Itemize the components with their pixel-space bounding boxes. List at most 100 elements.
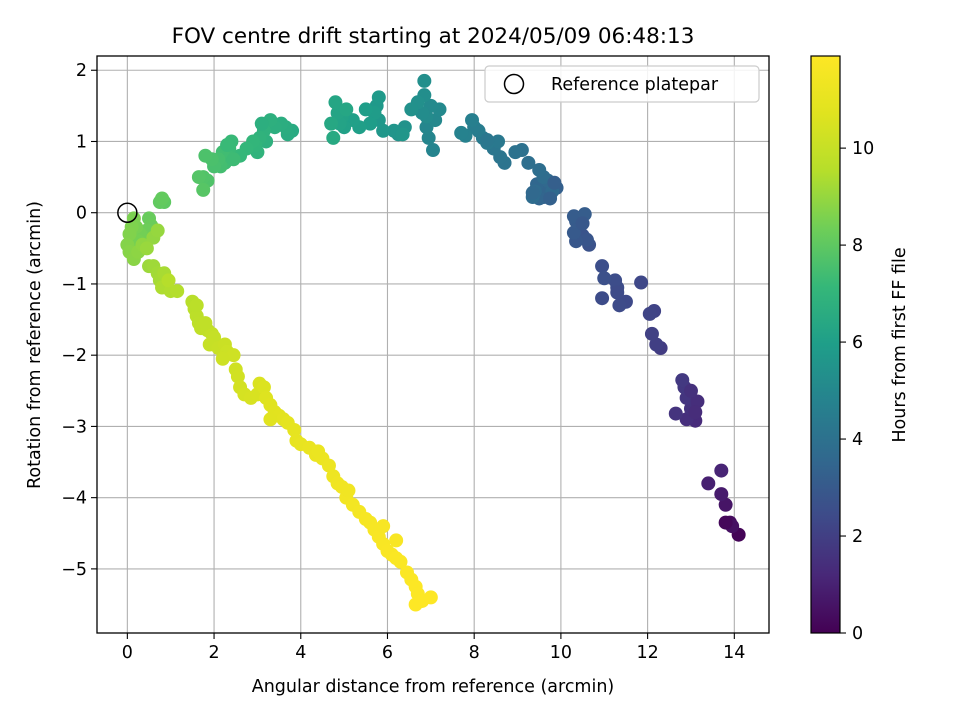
- data-point: [150, 223, 165, 238]
- data-point: [491, 134, 506, 149]
- data-point: [220, 138, 235, 153]
- y-tick-label: 0: [76, 204, 87, 224]
- data-point: [566, 225, 581, 240]
- colorbar-tick-label: 0: [852, 624, 863, 644]
- data-point: [417, 73, 432, 88]
- data-point: [465, 113, 480, 128]
- data-point: [341, 483, 356, 498]
- data-point: [597, 271, 612, 286]
- x-tick-label: 8: [469, 643, 480, 663]
- x-tick-label: 2: [208, 643, 219, 663]
- y-tick-label: −3: [61, 417, 87, 437]
- data-point: [480, 133, 495, 148]
- x-tick-label: 12: [636, 643, 658, 663]
- chart-title: FOV centre drift starting at 2024/05/09 …: [172, 24, 695, 49]
- x-tick-label: 10: [550, 643, 572, 663]
- data-point: [579, 232, 594, 247]
- data-point: [642, 306, 657, 321]
- y-tick-label: −2: [61, 346, 87, 366]
- data-point: [612, 298, 627, 313]
- data-point: [263, 412, 278, 427]
- legend-marker-icon: [503, 73, 525, 95]
- data-point: [321, 458, 336, 473]
- x-tick-label: 4: [295, 643, 306, 663]
- y-tick-label: −5: [61, 560, 87, 580]
- data-point: [311, 444, 326, 459]
- data-point: [595, 291, 610, 306]
- x-tick-label: 0: [122, 643, 133, 663]
- data-point: [376, 519, 391, 534]
- data-point: [226, 348, 241, 363]
- reference-marker: [117, 202, 138, 223]
- data-point: [198, 316, 213, 331]
- data-point: [371, 90, 386, 105]
- data-point: [215, 351, 230, 366]
- data-point: [198, 148, 213, 163]
- data-point: [608, 273, 623, 288]
- data-point: [363, 116, 378, 131]
- data-point: [226, 152, 241, 167]
- data-point: [718, 497, 733, 512]
- data-point: [393, 554, 408, 569]
- data-point: [575, 216, 590, 231]
- data-point: [254, 116, 269, 131]
- legend: Reference platepar: [484, 65, 760, 103]
- legend-box: [484, 65, 760, 103]
- data-point: [508, 145, 523, 160]
- data-point: [668, 406, 683, 421]
- data-point: [421, 130, 436, 145]
- data-point: [122, 227, 137, 242]
- data-points: [120, 73, 746, 612]
- colorbar-tick-label: 4: [852, 430, 863, 450]
- data-point: [683, 383, 698, 398]
- data-point: [408, 597, 423, 612]
- data-point: [714, 487, 729, 502]
- data-point: [714, 463, 729, 478]
- data-point: [644, 326, 659, 341]
- data-point: [161, 273, 176, 288]
- data-point: [532, 162, 547, 177]
- data-point: [595, 259, 610, 274]
- data-point: [675, 373, 690, 388]
- x-tick-label: 6: [382, 643, 393, 663]
- x-ticks: 0 2 4 6 8 10 12 14: [122, 633, 745, 663]
- data-point: [256, 380, 271, 395]
- data-point: [610, 285, 625, 300]
- data-point: [649, 337, 664, 352]
- data-point: [525, 185, 540, 200]
- data-point: [155, 191, 170, 206]
- data-point: [376, 123, 391, 138]
- data-point: [426, 143, 440, 158]
- colorbar-tick-label: 10: [852, 139, 874, 159]
- data-point: [634, 275, 649, 290]
- data-point: [189, 298, 204, 313]
- data-point: [230, 369, 245, 384]
- y-tick-label: −1: [61, 275, 87, 295]
- data-point: [423, 590, 438, 605]
- data-point: [170, 284, 185, 299]
- y-tick-label: 2: [76, 61, 87, 81]
- x-tick-label: 14: [723, 643, 745, 663]
- data-point: [324, 116, 339, 131]
- data-point: [543, 191, 558, 206]
- data-point: [547, 175, 562, 190]
- data-point: [395, 127, 410, 142]
- data-point: [328, 95, 343, 110]
- colorbar-tick-label: 2: [852, 527, 863, 547]
- data-point: [339, 102, 354, 117]
- grid: [97, 56, 769, 633]
- colorbar-tick-label: 6: [852, 333, 863, 353]
- y-axis-label: Rotation from reference (arcmin): [25, 201, 45, 489]
- data-point: [191, 170, 206, 185]
- data-point: [196, 182, 211, 197]
- data-point: [287, 422, 302, 437]
- data-point: [521, 155, 536, 170]
- data-point: [701, 476, 716, 491]
- data-point: [389, 533, 404, 548]
- colorbar-ticks: 0 2 4 6 8 10: [840, 139, 874, 644]
- y-ticks: −5 −4 −3 −2 −1 0 1 2: [61, 61, 97, 580]
- data-point: [326, 130, 341, 145]
- data-point: [358, 102, 373, 117]
- data-point: [415, 105, 430, 120]
